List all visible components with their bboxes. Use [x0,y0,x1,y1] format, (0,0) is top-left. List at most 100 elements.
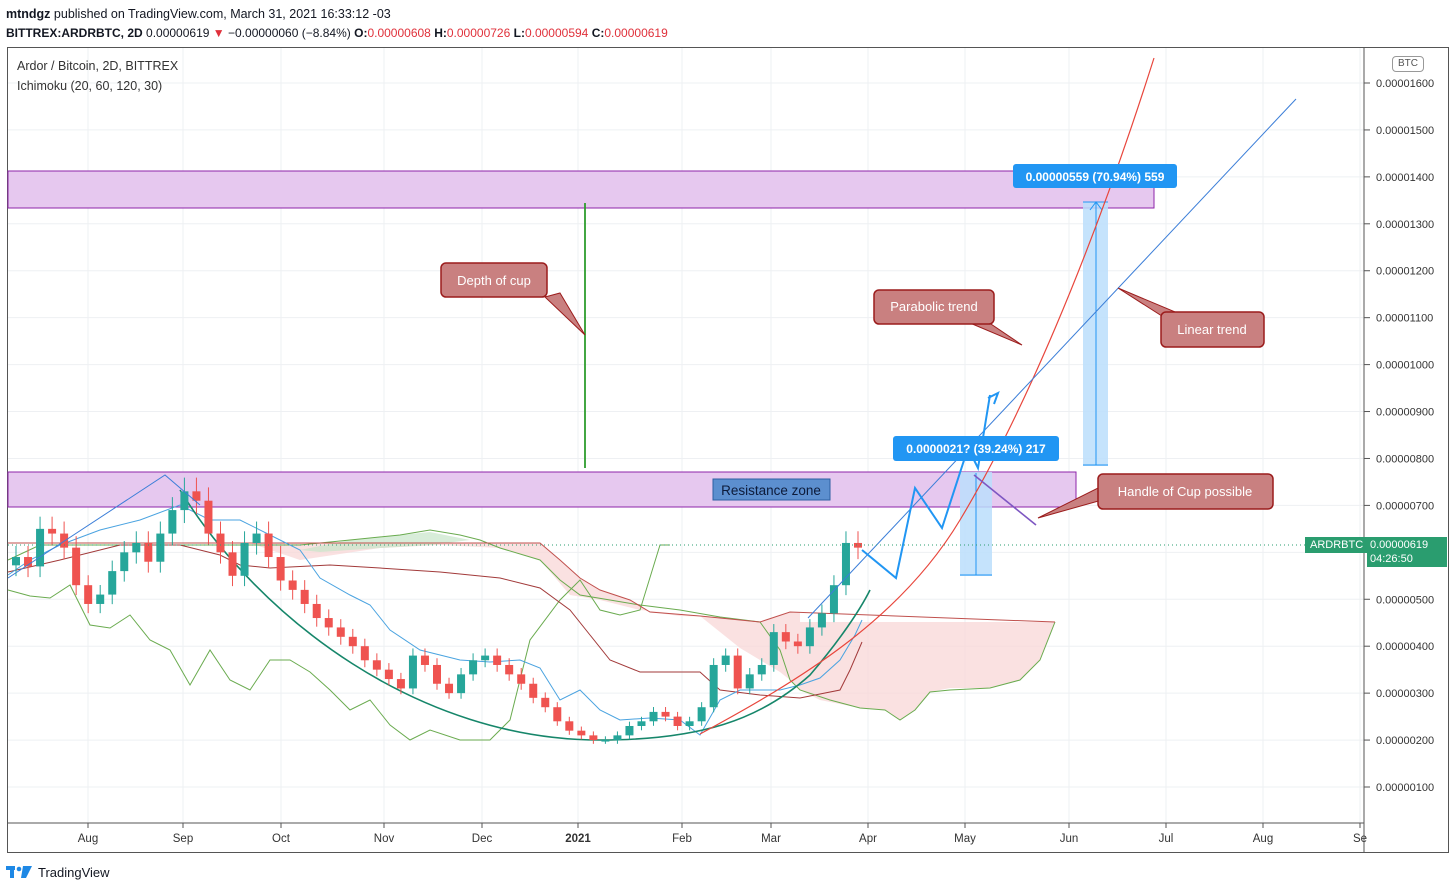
upper-resistance-zone [7,170,1155,209]
measure-small-label-bg [893,436,1059,461]
candle-body [805,627,814,647]
callout-parabolic-trend[interactable]: Parabolic trend [873,289,1023,346]
chart-frame [7,47,1449,853]
symbol-name[interactable]: BITTREX:ARDRBTC, 2D [6,26,143,40]
candle-body [36,528,45,567]
callout-depth-text: Depth of cup [457,273,531,288]
candle-body [360,646,369,661]
candle-body [469,660,478,675]
candles [12,477,862,744]
candle-body [817,613,826,628]
price-change: −0.00000060 (−8.84%) [228,26,351,40]
parabolic-trend-line [699,57,1155,735]
bar-countdown: 04:26:50 [1370,553,1413,565]
candle-body [276,557,285,581]
candle-body [96,594,105,604]
candle-body [408,655,417,689]
candle-body [709,664,718,708]
low-label: L: [513,26,525,40]
time-tick-label: Aug [78,833,98,845]
candle-body [613,735,622,741]
resistance-label-bg [712,478,831,501]
candle-body [841,542,850,586]
ichimoku-cloud-red [250,543,1055,720]
time-axis[interactable]: Aug Sep Oct Nov Dec 2021 Feb Mar Apr May Jun Jul Aug… [78,823,1367,845]
tradingview-logo-icon [6,866,32,878]
candle-body [312,603,321,619]
price-tick-label: 0.00000500 [1376,594,1434,606]
candle-body [372,660,381,670]
price-tick-label: 0.00001600 [1376,78,1434,90]
price-tick-label: 0.00000400 [1376,641,1434,653]
candle-body [120,552,129,572]
candle-body [288,580,297,590]
candle-body [348,636,357,647]
early-trendline [7,474,201,579]
candle-body [757,664,766,675]
publish-line: mtndgz published on TradingView.com, Mar… [6,7,391,21]
down-arrow-icon: ▼ [212,26,225,40]
price-axis[interactable]: 0.00001600 0.00001500 0.00001400 0.00001300… [1364,78,1434,794]
price-tick-label: 0.00000300 [1376,688,1434,700]
candle-body [577,730,586,736]
callout-parabolic-text: Parabolic trend [890,299,977,314]
currency-button[interactable]: BTC [1392,56,1424,72]
footer-brand[interactable]: TradingView [6,864,110,880]
legend-title[interactable]: Ardor / Bitcoin, 2D, BITTREX [17,59,179,73]
callout-handle-text: Handle of Cup possible [1118,484,1252,499]
ichimoku-base-line [7,544,863,699]
time-tick-label: Oct [272,833,291,845]
time-tick-label: Nov [374,833,395,845]
candle-body [457,674,466,694]
publisher-user[interactable]: mtndgz [6,7,51,21]
candle-body [793,641,802,647]
close-label: C: [591,26,605,40]
candle-body [252,533,261,543]
candle-body [529,683,538,698]
price-tick-label: 0.00001400 [1376,172,1434,184]
candle-body [192,491,201,501]
time-tick-label: Dec [472,833,493,845]
candle-body [493,655,502,665]
measure-big-label-bg [1013,164,1177,188]
candle-body [12,557,20,566]
candle-body [396,679,405,689]
price-tick-label: 0.00001300 [1376,219,1434,231]
candle-body [433,664,441,684]
time-tick-label: May [954,833,976,845]
candle-body [673,716,682,726]
candle-body [84,585,93,604]
open-value: 0.00000608 [367,26,431,40]
candle-body [565,721,574,731]
candle-body [721,655,730,665]
candle-body [769,632,778,665]
ichimoku-cloud-green [300,532,470,552]
candle-body [745,674,754,689]
measure-small-label: 0.0000021? (39.24%) 217 [906,442,1046,456]
candle-body [685,721,694,726]
candle-body [300,589,309,604]
candle-body [24,557,33,567]
candle-body [420,655,429,665]
price-tick-label: 0.00001000 [1376,360,1434,372]
callout-linear-trend[interactable]: Linear trend [1117,287,1265,348]
time-tick-label: Jun [1060,833,1079,845]
legend-indicator[interactable]: Ichimoku (20, 60, 120, 30) [17,79,163,93]
time-tick-label: Aug [1253,833,1273,845]
callout-handle[interactable]: Handle of Cup possible [1037,473,1274,519]
candle-body [336,627,345,637]
price-tick-label: 0.00000200 [1376,735,1434,747]
candle-body [72,547,81,586]
footer-brand-text: TradingView [38,864,110,880]
current-price-value: 0.00000619 [1370,539,1429,551]
publisher-text: published on TradingView.com, March 31, … [53,7,391,21]
candle-body [180,491,189,511]
candle-body [228,552,237,576]
time-tick-label: Mar [761,833,781,845]
candle-body [854,542,862,548]
candle-body [505,664,514,675]
time-tick-label: Sep [173,833,193,845]
callout-depth-of-cup[interactable]: Depth of cup [440,262,586,336]
candle-body [108,571,117,595]
